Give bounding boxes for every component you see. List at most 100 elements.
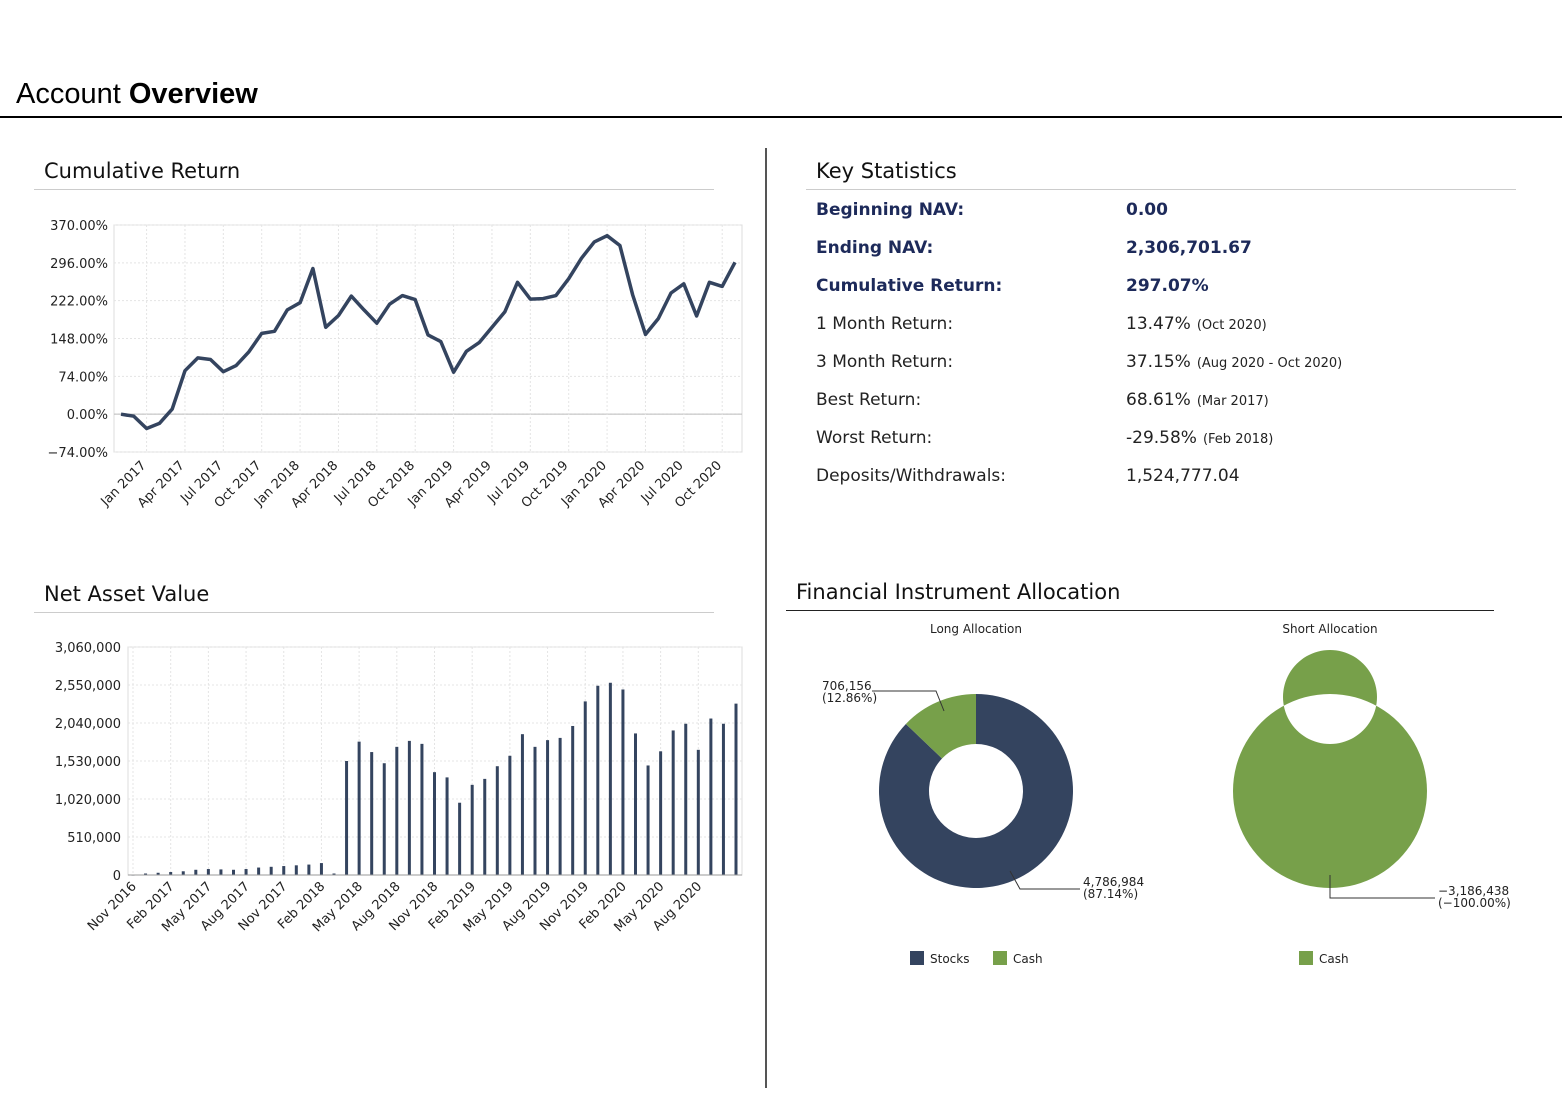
stat-note: (Oct 2020) bbox=[1196, 318, 1267, 333]
stat-label: 1 Month Return: bbox=[816, 314, 954, 334]
stat-label: Best Return: bbox=[816, 390, 922, 410]
key-statistics-title: Key Statistics bbox=[816, 159, 957, 183]
nav-bar bbox=[608, 682, 612, 875]
nav-bar bbox=[206, 869, 210, 875]
slice-value-label: 706,156 bbox=[822, 679, 872, 693]
nav-bar bbox=[659, 751, 663, 875]
nav-bar bbox=[583, 701, 587, 875]
slice-percent-label: (−100.00%) bbox=[1438, 896, 1511, 910]
stat-label: Worst Return: bbox=[816, 428, 933, 448]
nav-bar bbox=[571, 725, 575, 875]
nav-bar bbox=[721, 723, 725, 875]
stat-note: (Feb 2018) bbox=[1202, 432, 1274, 447]
nav-bar bbox=[596, 685, 600, 875]
nav-bar bbox=[357, 741, 361, 875]
legend-label: Cash bbox=[1319, 952, 1349, 966]
nav-bar bbox=[634, 733, 637, 875]
nav-bar bbox=[495, 766, 499, 875]
nav-bar bbox=[508, 755, 512, 875]
stat-row: 1 Month Return: 13.47% (Oct 2020) bbox=[816, 310, 1516, 348]
y-tick-label: 3,060,000 bbox=[55, 641, 121, 656]
nav-bar bbox=[458, 802, 462, 875]
y-tick-label: 74.00% bbox=[58, 370, 108, 385]
nav-bar bbox=[395, 746, 399, 875]
slice-value-label: −3,186,438 bbox=[1438, 884, 1509, 898]
nav-bar bbox=[533, 746, 537, 875]
cumulative-return-chart: 370.00% 296.00% 222.00% 148.00% 74.00% 0.00% −… bbox=[48, 219, 743, 511]
allocation-slice bbox=[905, 694, 976, 759]
stat-row: Deposits/Withdrawals: 1,524,777.04 bbox=[816, 462, 1516, 500]
y-tick-label: 296.00% bbox=[50, 257, 108, 272]
nav-bar bbox=[244, 869, 248, 875]
column-divider bbox=[765, 148, 767, 1088]
allocation-rule bbox=[786, 610, 1494, 611]
y-tick-label: −74.00% bbox=[48, 446, 108, 461]
stat-row: Beginning NAV: 0.00 bbox=[816, 196, 1516, 234]
allocation-charts: Long Allocation4,786,984(87.14%)706,156(… bbox=[822, 622, 1511, 966]
nav-bar bbox=[407, 740, 411, 875]
nav-bar bbox=[194, 869, 198, 875]
nav-bar bbox=[370, 752, 374, 875]
nav-bar bbox=[709, 718, 713, 875]
nav-bar bbox=[169, 872, 173, 875]
nav-bar bbox=[382, 763, 386, 875]
allocation-chart-title: Long Allocation bbox=[930, 622, 1022, 636]
y-tick-label: 2,040,000 bbox=[55, 717, 121, 732]
nav-bar bbox=[219, 869, 223, 875]
net-asset-value-rule bbox=[34, 612, 714, 613]
cumulative-return-title: Cumulative Return bbox=[44, 159, 241, 183]
nav-bar bbox=[520, 734, 524, 875]
stat-value: 1,524,777.04 bbox=[1126, 466, 1240, 486]
legend-label: Cash bbox=[1013, 952, 1043, 966]
nav-bar bbox=[332, 873, 336, 875]
cumulative-return-line bbox=[120, 233, 737, 431]
nav-bar bbox=[433, 772, 436, 875]
page-title-bold: Overview bbox=[128, 78, 258, 110]
nav-bar bbox=[307, 864, 311, 875]
callout-line bbox=[1009, 870, 1080, 890]
y-tick-label: 2,550,000 bbox=[55, 679, 121, 694]
nav-bar bbox=[345, 761, 349, 875]
y-tick-label: 0 bbox=[113, 869, 121, 884]
nav-bar bbox=[671, 730, 675, 875]
stat-row: Best Return: 68.61% (Mar 2017) bbox=[816, 386, 1516, 424]
nav-bar bbox=[269, 866, 273, 875]
stat-value: 68.61% (Mar 2017) bbox=[1126, 390, 1269, 410]
nav-bar bbox=[144, 873, 148, 875]
slice-value-label: 4,786,984 bbox=[1083, 875, 1144, 889]
stat-value: 0.00 bbox=[1126, 200, 1168, 220]
legend-swatch bbox=[993, 951, 1007, 965]
callout-line bbox=[1329, 875, 1435, 899]
stat-value: 2,306,701.67 bbox=[1126, 238, 1252, 258]
slice-percent-label: (12.86%) bbox=[822, 691, 877, 705]
callout-line bbox=[872, 690, 945, 712]
nav-bar bbox=[181, 871, 185, 875]
stat-row: Ending NAV: 2,306,701.67 bbox=[816, 234, 1516, 272]
nav-bar bbox=[319, 863, 323, 875]
stat-row: 3 Month Return: 37.15% (Aug 2020 - Oct 202… bbox=[816, 348, 1516, 386]
stat-value: -29.58% (Feb 2018) bbox=[1126, 428, 1274, 448]
stat-value: 13.47% (Oct 2020) bbox=[1126, 314, 1267, 334]
stat-note: (Aug 2020 - Oct 2020) bbox=[1196, 356, 1343, 371]
stat-label: Beginning NAV: bbox=[816, 200, 965, 220]
page-title-regular: Account bbox=[16, 78, 121, 110]
legend-swatch bbox=[910, 951, 924, 965]
nav-bar bbox=[684, 723, 688, 875]
nav-bar bbox=[294, 865, 298, 875]
y-tick-label: 1,020,000 bbox=[55, 793, 121, 808]
nav-bar bbox=[646, 765, 650, 875]
stat-label: Cumulative Return: bbox=[816, 276, 1003, 296]
nav-bar bbox=[734, 703, 738, 875]
legend-label: Stocks bbox=[930, 952, 969, 966]
nav-bar bbox=[696, 749, 700, 875]
title-divider bbox=[0, 116, 1562, 118]
nav-bar bbox=[470, 784, 474, 875]
allocation-chart-title: Short Allocation bbox=[1282, 622, 1377, 636]
nav-bar bbox=[621, 689, 625, 875]
y-tick-label: 370.00% bbox=[50, 219, 108, 234]
nav-bar bbox=[232, 869, 235, 875]
allocation-slice bbox=[879, 694, 1073, 888]
stat-label: Ending NAV: bbox=[816, 238, 934, 258]
nav-bar bbox=[483, 778, 487, 875]
net-asset-value-chart: 3,060,000 2,550,000 2,040,000 1,530,000 1,02… bbox=[55, 641, 743, 935]
